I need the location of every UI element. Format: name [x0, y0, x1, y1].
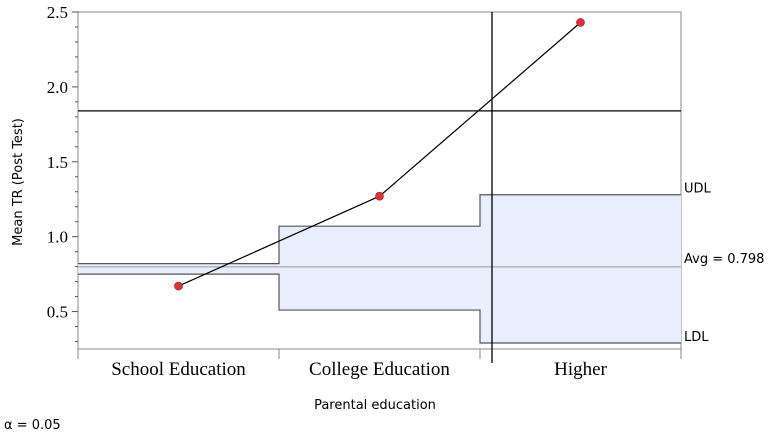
limit-band [78, 263, 279, 275]
plot-frame [77, 11, 682, 350]
alpha-label: α = 0.05 [4, 418, 61, 433]
x-tick-label: College Education [309, 359, 450, 380]
data-point [375, 191, 384, 201]
x-axis-title: Parental education [314, 398, 436, 413]
ldl-label: LDL [684, 330, 709, 345]
average-label: Avg = 0.798 [684, 252, 764, 267]
udl-label: UDL [684, 182, 712, 197]
x-tick-label: Higher [554, 359, 607, 380]
y-tick-label: 0.5 [47, 303, 68, 322]
ldl-line [78, 273, 681, 344]
y-tick-label: 2.0 [47, 78, 68, 97]
x-tick-label: School Education [111, 359, 246, 380]
data-point [174, 281, 183, 291]
limit-band [480, 194, 681, 344]
data-point [576, 18, 585, 27]
limit-band [279, 226, 480, 311]
y-tick-label: 2.5 [47, 3, 68, 22]
udl-line [78, 194, 681, 265]
y-axis-title: Mean TR (Post Test) [11, 118, 26, 246]
y-tick-label: 1.5 [47, 153, 68, 172]
y-tick-label: 1.0 [47, 228, 68, 247]
